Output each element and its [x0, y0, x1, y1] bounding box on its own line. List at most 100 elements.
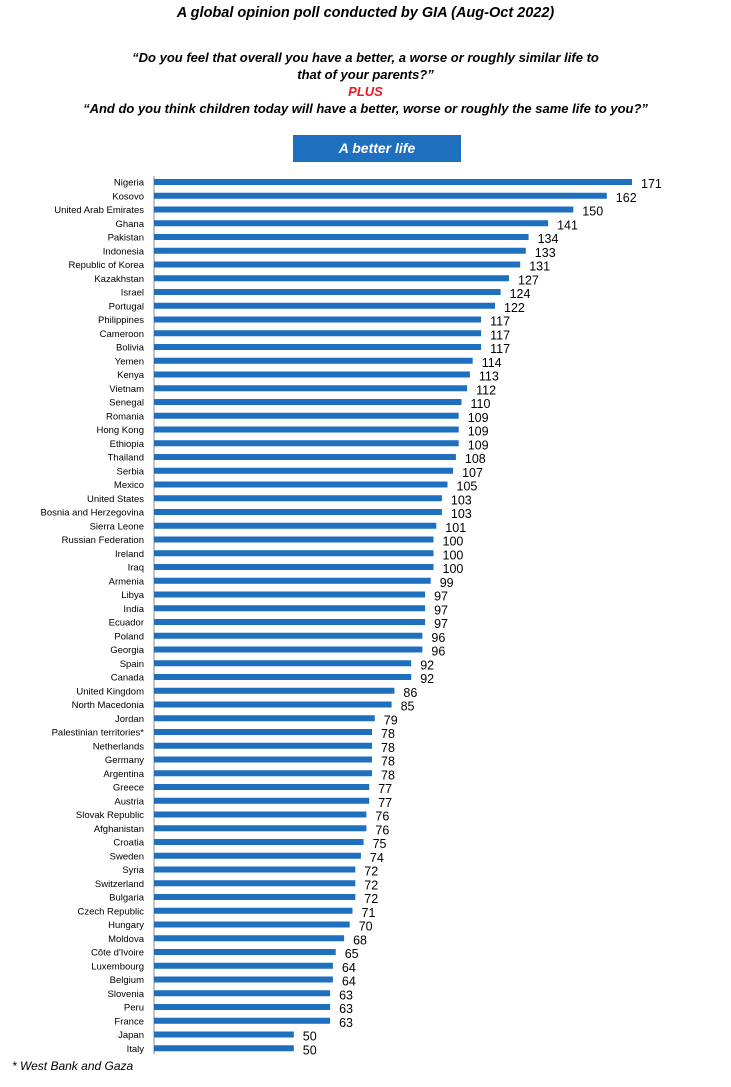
bar	[154, 412, 459, 419]
value-label: 68	[353, 933, 367, 947]
category-label: Ghana	[115, 219, 144, 230]
value-label: 50	[303, 1030, 317, 1044]
value-label: 171	[641, 177, 662, 191]
value-label: 96	[431, 631, 445, 645]
value-label: 92	[420, 672, 434, 686]
footnote: * West Bank and Gaza	[12, 1059, 134, 1073]
category-label: Serbia	[117, 466, 145, 477]
category-label: Syria	[122, 865, 144, 876]
bar	[154, 577, 431, 584]
value-label: 122	[504, 301, 525, 315]
bar	[154, 742, 372, 749]
value-label: 76	[375, 823, 389, 837]
bar	[154, 880, 356, 887]
value-label: 110	[471, 397, 491, 411]
bar	[154, 344, 482, 350]
legend-better-life: A better life	[293, 135, 461, 162]
category-label: Spain	[120, 659, 144, 670]
category-label: Hong Kong	[96, 425, 144, 436]
category-label: Jordan	[115, 714, 144, 725]
bar	[154, 839, 364, 845]
category-label: Belgium	[110, 975, 144, 986]
category-label: Japan	[118, 1030, 144, 1041]
value-label: 78	[381, 727, 395, 741]
category-label: Bolivia	[116, 343, 145, 354]
bar	[154, 949, 336, 955]
value-label: 78	[381, 768, 395, 782]
value-label: 127	[518, 273, 539, 287]
category-label: Yemen	[115, 356, 144, 367]
category-label: Czech Republic	[77, 906, 144, 917]
value-label: 97	[434, 617, 448, 631]
value-label: 103	[451, 507, 472, 521]
category-label: Kazakhstan	[94, 274, 144, 285]
category-label: Peru	[124, 1003, 144, 1014]
value-label: 79	[384, 713, 398, 727]
category-label: Iraq	[128, 563, 144, 574]
bar	[154, 481, 448, 488]
value-label: 50	[303, 1043, 317, 1057]
bar	[154, 797, 370, 804]
bar	[154, 811, 367, 818]
bar	[154, 1017, 331, 1024]
value-label: 109	[468, 438, 489, 452]
value-label: 114	[482, 356, 502, 370]
value-label: 133	[535, 246, 556, 260]
bar	[154, 275, 509, 282]
category-label: Canada	[111, 673, 145, 684]
bar	[154, 825, 367, 832]
bar	[154, 440, 459, 447]
value-label: 150	[582, 205, 603, 219]
bar	[154, 522, 437, 529]
value-label: 64	[342, 975, 356, 989]
bar	[154, 894, 356, 900]
bar	[154, 921, 350, 928]
bar	[154, 206, 574, 213]
bar	[154, 454, 456, 460]
value-label: 100	[443, 535, 464, 549]
value-label: 63	[339, 1016, 353, 1030]
bar	[154, 619, 426, 625]
bar	[154, 687, 395, 694]
category-label: Sierra Leone	[90, 521, 144, 532]
bar	[154, 564, 434, 570]
value-label: 117	[490, 342, 510, 356]
category-label: Cameroon	[100, 329, 144, 340]
bar	[154, 976, 333, 983]
category-label: Thailand	[108, 453, 144, 464]
bar	[154, 234, 529, 240]
question-line-3: “And do you think children today will ha…	[83, 101, 648, 116]
value-label: 92	[420, 658, 434, 672]
value-label: 109	[468, 411, 489, 425]
bar	[154, 784, 370, 790]
category-label: Slovenia	[108, 989, 145, 1000]
bar	[154, 220, 549, 227]
bar	[154, 467, 454, 474]
category-label: Vietnam	[109, 384, 144, 395]
value-label: 101	[445, 521, 466, 535]
category-label: Greece	[113, 783, 144, 794]
bar	[154, 357, 473, 364]
question-line-1: “Do you feel that overall you have a bet…	[132, 50, 599, 65]
value-label: 72	[364, 892, 378, 906]
bar	[154, 426, 459, 433]
category-label: Kenya	[117, 370, 145, 381]
value-label: 162	[616, 191, 637, 205]
value-label: 71	[362, 906, 376, 920]
category-label: Senegal	[109, 398, 144, 409]
category-label: Argentina	[103, 769, 144, 780]
category-label: Luxembourg	[91, 961, 144, 972]
category-label: Bulgaria	[109, 893, 145, 904]
plus-label: PLUS	[348, 84, 383, 99]
value-label: 77	[378, 782, 392, 796]
value-label: 113	[479, 370, 499, 384]
value-label: 75	[373, 837, 387, 851]
bar	[154, 770, 372, 777]
value-label: 96	[431, 645, 445, 659]
category-label: Germany	[105, 755, 144, 766]
value-label: 108	[465, 452, 486, 466]
category-label: Pakistan	[108, 233, 144, 244]
category-label: Poland	[114, 631, 144, 642]
value-label: 86	[403, 686, 417, 700]
value-label: 76	[375, 810, 389, 824]
